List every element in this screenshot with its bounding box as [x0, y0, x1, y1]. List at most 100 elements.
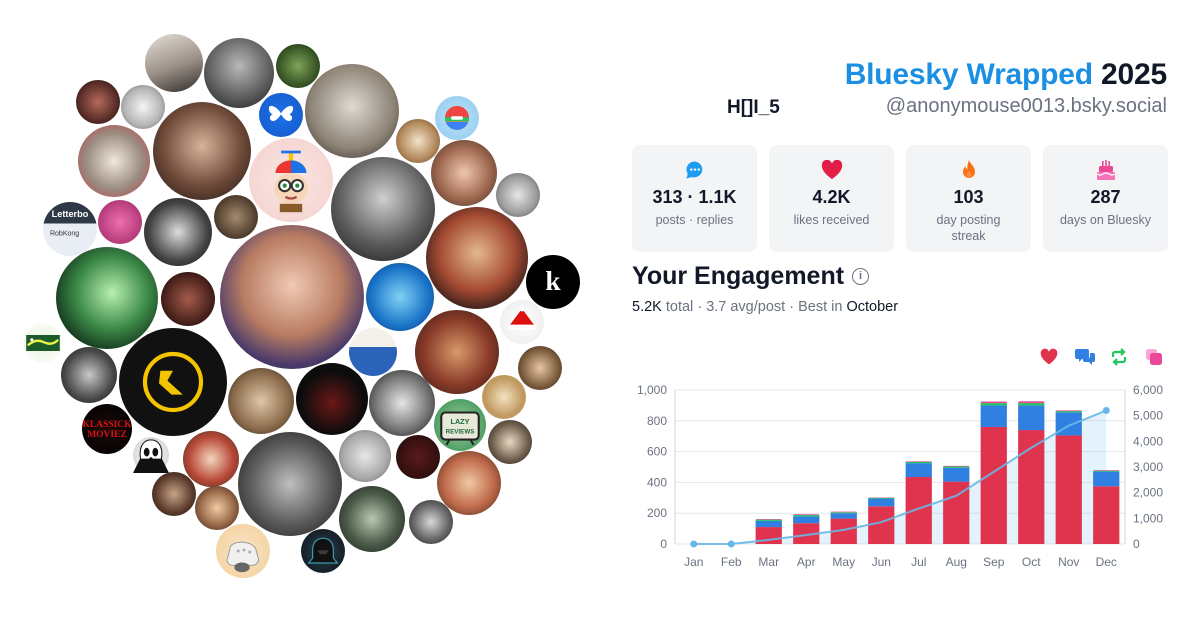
cumulative-point	[727, 540, 735, 548]
engagement-title: Your Engagement	[632, 262, 845, 290]
engagement-chart: 0 200 400 600 800 1,000 0 1,000 2,000 3,000 4,000 5…	[637, 383, 1163, 569]
bar-replies	[943, 467, 970, 482]
engagement-best-month: October	[846, 299, 899, 315]
replies-legend-chat-icon[interactable]	[1075, 348, 1095, 366]
bar-replies	[1018, 405, 1045, 431]
info-icon[interactable]: i	[852, 268, 869, 285]
stat-value: 313 · 1.1K	[652, 187, 737, 207]
bar-replies	[793, 516, 820, 524]
avatar	[76, 80, 120, 124]
y-tick-label: 800	[647, 414, 667, 428]
cumulative-point	[1102, 407, 1110, 415]
engagement-avg: 3.7 avg/post	[706, 299, 786, 315]
bar-likes	[943, 481, 970, 544]
bar-quotes	[943, 465, 970, 467]
stat-label: days on Bluesky	[1059, 213, 1152, 227]
svg-text:Letterbo: Letterbo	[52, 209, 89, 219]
y2-tick-label: 4,000	[1133, 434, 1163, 448]
display-name: H[]I_5	[727, 97, 780, 118]
avatar	[431, 140, 497, 206]
bar-quotes	[830, 511, 857, 513]
avatar	[56, 247, 158, 349]
bar-reposts	[980, 403, 1007, 406]
bar-likes	[793, 523, 820, 544]
bar-quotes	[905, 461, 932, 462]
page-title: Bluesky Wrapped 2025	[845, 58, 1167, 92]
stat-card-likes: 4.2K likes received	[769, 145, 894, 252]
bar-reposts	[830, 512, 857, 514]
stat-card-posts: 313 · 1.1K posts · replies	[632, 145, 757, 252]
stat-value: 103	[953, 187, 984, 207]
avatar-cloud: k Letterbo RobKong KLASSICK MOVIEZ LAZY REVIEW…	[23, 34, 580, 578]
avatar	[482, 375, 526, 419]
bar-quotes	[755, 519, 782, 520]
x-tick-label: Feb	[721, 555, 742, 569]
avatar	[82, 404, 132, 454]
y2-tick-label: 2,000	[1133, 486, 1163, 500]
crocs-shoe-icon	[226, 541, 259, 573]
lazy-reviews-badge-icon: LAZY REVIEWS	[440, 411, 480, 446]
avatar	[526, 255, 580, 309]
x-tick-label: Oct	[1022, 555, 1041, 569]
svg-text:LAZY: LAZY	[451, 417, 470, 426]
avatar	[305, 64, 399, 158]
avatar	[228, 368, 294, 434]
cumulative-point	[690, 540, 698, 548]
cartoon-character-icon	[274, 150, 308, 213]
avatar	[119, 328, 227, 436]
avatar	[496, 173, 540, 217]
avatar	[437, 451, 501, 515]
avatar	[409, 500, 453, 544]
avatar	[61, 347, 117, 403]
avatar	[121, 85, 165, 129]
stat-label: day posting streak	[936, 213, 1001, 243]
avatar	[366, 263, 434, 331]
x-tick-label: Mar	[758, 555, 779, 569]
avatar	[339, 430, 391, 482]
avatar	[396, 119, 440, 163]
cake-icon	[1043, 159, 1168, 181]
svg-text:REVIEWS: REVIEWS	[446, 428, 475, 435]
bar-likes	[868, 506, 895, 544]
svg-text:k: k	[545, 266, 561, 296]
rainbow-logo-icon	[445, 106, 469, 130]
y-tick-label: 1,000	[637, 383, 667, 397]
avatar	[204, 38, 274, 108]
avatar	[296, 363, 368, 435]
likes-legend-heart-icon[interactable]	[1040, 348, 1058, 366]
bar-likes	[1055, 435, 1082, 544]
butterfly-icon	[268, 105, 294, 122]
bar-reposts	[793, 515, 820, 517]
quotes-legend-quote-icon[interactable]	[1145, 348, 1163, 366]
engagement-total: 5.2K	[632, 299, 662, 315]
avatar	[98, 200, 142, 244]
svg-text:RobKong: RobKong	[50, 230, 79, 237]
bar-reposts	[1055, 411, 1082, 413]
ghostface-mask-icon	[133, 439, 169, 473]
bar-quotes	[1093, 470, 1120, 471]
bar-reposts	[868, 497, 895, 499]
bar-reposts	[1093, 470, 1120, 472]
x-tick-label: Dec	[1096, 555, 1117, 569]
flame-icon	[906, 159, 1031, 181]
reposts-legend-repost-icon[interactable]	[1110, 348, 1128, 366]
bar-reposts	[905, 461, 932, 464]
avatar	[214, 195, 258, 239]
x-tick-label: Jun	[872, 555, 891, 569]
avatar	[161, 272, 215, 326]
y-tick-label: 600	[647, 445, 667, 459]
avatar	[339, 486, 405, 552]
avatar	[349, 328, 397, 376]
y-tick-label: 0	[660, 537, 667, 551]
user-handle[interactable]: @anonymouse0013.bsky.social	[885, 95, 1167, 117]
avatar	[369, 370, 435, 436]
y2-tick-label: 0	[1133, 537, 1140, 551]
y-tick-label: 400	[647, 475, 667, 489]
avatar	[426, 207, 528, 309]
avatar	[415, 310, 499, 394]
stat-value: 287	[1090, 187, 1121, 207]
y2-tick-label: 6,000	[1133, 383, 1163, 397]
avatar	[183, 431, 239, 487]
stat-label: likes received	[793, 213, 870, 227]
x-tick-label: Apr	[797, 555, 816, 569]
